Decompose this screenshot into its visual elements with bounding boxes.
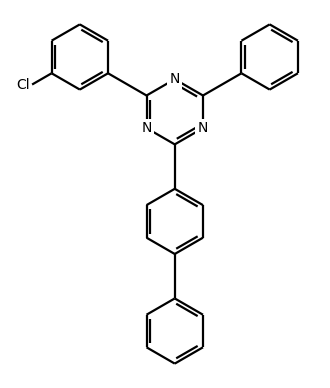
Text: N: N [198,121,208,135]
Text: Cl: Cl [16,78,30,92]
Text: N: N [170,72,180,86]
Text: N: N [141,121,152,135]
